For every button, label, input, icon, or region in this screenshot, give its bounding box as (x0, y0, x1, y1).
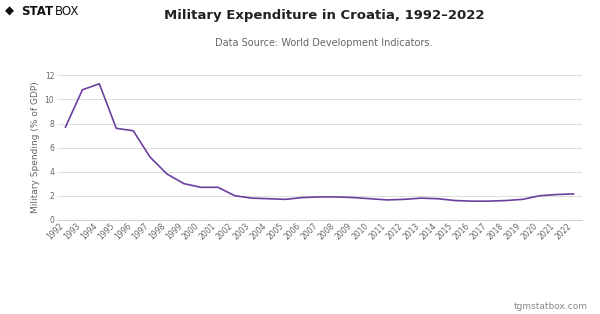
Text: Data Source: World Development Indicators.: Data Source: World Development Indicator… (215, 38, 433, 48)
Legend: Croatia: Croatia (288, 311, 351, 314)
Text: ◆: ◆ (5, 5, 14, 18)
Text: BOX: BOX (55, 5, 79, 18)
Y-axis label: Military Spending (% of GDP): Military Spending (% of GDP) (31, 82, 40, 214)
Text: Military Expenditure in Croatia, 1992–2022: Military Expenditure in Croatia, 1992–20… (164, 9, 484, 22)
Text: STAT: STAT (22, 5, 54, 18)
Text: tgmstatbox.com: tgmstatbox.com (514, 302, 588, 311)
